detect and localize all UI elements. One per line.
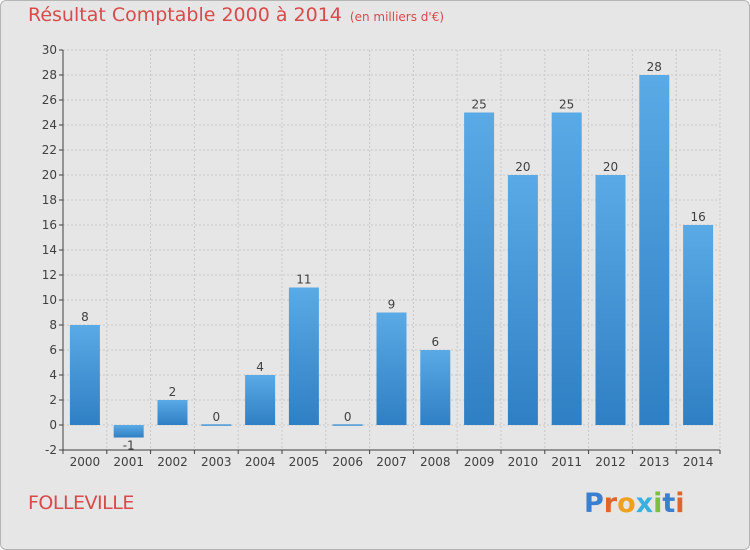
x-tick-label: 2013 [639, 455, 670, 469]
x-tick-label: 2010 [508, 455, 539, 469]
logo-letter: t [662, 488, 676, 519]
value-label: 4 [256, 360, 264, 374]
x-tick-label: 2002 [157, 455, 188, 469]
y-tick-label: 8 [49, 318, 57, 332]
bar-2010 [507, 175, 538, 425]
y-tick-label: 6 [49, 343, 57, 357]
bar-2005 [288, 287, 319, 425]
bar-2012 [595, 175, 626, 425]
logo-letter: i [675, 488, 685, 519]
y-tick-label: 10 [42, 293, 57, 307]
y-tick-label: 22 [42, 143, 57, 157]
bar-2002 [157, 400, 188, 425]
bar-2008 [420, 350, 451, 425]
labels: 82000-1200122002020034200411200502006920… [70, 60, 714, 469]
value-label: 9 [388, 298, 396, 312]
y-tick-label: 28 [42, 68, 57, 82]
y-tick-label: 4 [49, 368, 57, 382]
value-label: 20 [603, 160, 618, 174]
value-label: 8 [81, 310, 89, 324]
bar-2014 [683, 225, 714, 425]
commune-name: FOLLEVILLE [28, 492, 134, 514]
value-label: 6 [431, 335, 439, 349]
y-tick-label: 2 [49, 393, 57, 407]
y-tick-label: -2 [45, 443, 57, 457]
value-label: 0 [344, 410, 352, 424]
bar-2000 [69, 325, 100, 425]
bar-2006 [332, 424, 363, 426]
value-label: 20 [515, 160, 530, 174]
logo-letter: o [617, 488, 636, 519]
x-tick-label: 2011 [551, 455, 582, 469]
x-tick-label: 2007 [376, 455, 407, 469]
y-tick-label: 26 [42, 93, 57, 107]
value-label: 2 [169, 385, 177, 399]
y-tick-label: 16 [42, 218, 57, 232]
bar-2007 [376, 312, 407, 425]
unit-label: (en milliers d'€) [349, 10, 445, 24]
y-tick-label: 18 [42, 193, 57, 207]
x-tick-label: 2008 [420, 455, 451, 469]
value-label: 28 [647, 60, 662, 74]
value-label: 11 [296, 273, 311, 287]
x-tick-label: 2003 [201, 455, 232, 469]
title-text: Résultat Comptable 2000 à 2014 [28, 4, 342, 26]
chart-title: Résultat Comptable 2000 à 2014 (en millie… [28, 4, 444, 26]
y-tick-label: 24 [42, 118, 57, 132]
logo-letter: x [635, 488, 654, 519]
x-tick-label: 2012 [595, 455, 626, 469]
value-label: -1 [123, 439, 135, 453]
x-tick-label: 2001 [113, 455, 144, 469]
bar-2001 [113, 425, 144, 438]
logo-letter: P [584, 488, 604, 519]
bar-2003 [201, 424, 232, 426]
bars [69, 75, 714, 438]
x-tick-label: 2004 [245, 455, 276, 469]
bar-2013 [639, 75, 670, 425]
bar-2004 [245, 375, 276, 425]
y-tick-label: 20 [42, 168, 57, 182]
value-label: 16 [690, 210, 705, 224]
y-tick-label: 0 [49, 418, 57, 432]
logo-letter: r [603, 488, 618, 519]
bar-2011 [551, 112, 582, 425]
x-tick-label: 2005 [289, 455, 320, 469]
value-label: 25 [559, 98, 574, 112]
x-tick-label: 2009 [464, 455, 495, 469]
x-tick-label: 2014 [683, 455, 714, 469]
logo-letter: i [653, 488, 663, 519]
y-tick-label: 12 [42, 268, 57, 282]
proxiti-logo: Proxiti [584, 488, 685, 519]
value-label: 25 [471, 98, 486, 112]
x-tick-label: 2000 [70, 455, 101, 469]
value-label: 0 [212, 410, 220, 424]
y-tick-label: 14 [42, 243, 57, 257]
y-tick-label: 30 [42, 43, 57, 57]
bar-2009 [464, 112, 495, 425]
x-tick-label: 2006 [332, 455, 363, 469]
